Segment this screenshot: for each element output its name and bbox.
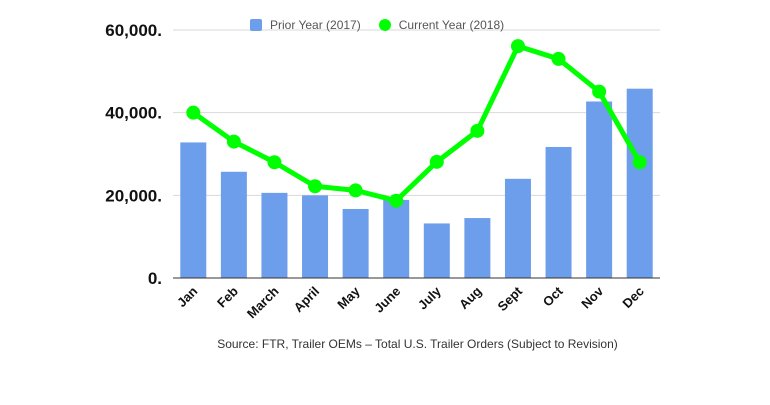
y-tick-label: 60,000. bbox=[105, 21, 162, 40]
line-point bbox=[632, 155, 647, 170]
legend-swatch-bar bbox=[250, 19, 262, 31]
bar bbox=[586, 101, 613, 278]
line-point bbox=[389, 193, 404, 208]
legend-item-current-year: Current Year (2018) bbox=[378, 18, 505, 32]
line-point bbox=[551, 51, 566, 66]
legend-label-current-year: Current Year (2018) bbox=[398, 18, 505, 32]
x-tick-label: Nov bbox=[578, 283, 607, 312]
y-tick-label: 40,000. bbox=[105, 104, 162, 123]
bar-series bbox=[180, 88, 653, 279]
bar bbox=[342, 208, 369, 278]
line-series bbox=[186, 39, 647, 208]
line-point bbox=[308, 179, 323, 194]
x-tick-label: Feb bbox=[214, 283, 241, 310]
line-path bbox=[190, 43, 643, 204]
x-tick-label: Dec bbox=[619, 284, 646, 311]
bar bbox=[261, 192, 288, 278]
y-axis: 0. 20,000. 40,000. 60,000. bbox=[105, 21, 162, 288]
x-tick-label: June bbox=[371, 284, 403, 316]
line-point bbox=[226, 134, 241, 149]
bar bbox=[180, 142, 207, 278]
legend-item-prior-year: Prior Year (2017) bbox=[250, 18, 361, 32]
x-tick-label: Oct bbox=[540, 283, 566, 309]
x-tick-label: April bbox=[291, 284, 323, 316]
line-point bbox=[186, 105, 201, 120]
x-tick-label: Aug bbox=[456, 283, 485, 312]
x-tick-label: Jan bbox=[174, 283, 200, 309]
legend-swatch-dot bbox=[378, 19, 391, 31]
x-tick-label: Sept bbox=[495, 283, 526, 314]
line-point bbox=[510, 39, 525, 54]
bar bbox=[504, 178, 531, 278]
bar bbox=[464, 218, 491, 278]
bar bbox=[545, 146, 572, 278]
line-point bbox=[470, 123, 485, 138]
source-note: Source: FTR, Trailer OEMs – Total U.S. T… bbox=[217, 337, 618, 351]
x-axis: Jan Feb March April May June July Aug Sept Oct Nov… bbox=[174, 283, 647, 321]
legend-label-prior-year: Prior Year (2017) bbox=[270, 18, 361, 32]
x-tick-label: March bbox=[244, 283, 282, 321]
y-tick-label: 0. bbox=[148, 269, 162, 288]
x-tick-label: May bbox=[334, 283, 363, 312]
bar bbox=[626, 88, 653, 279]
x-tick-label: July bbox=[415, 283, 445, 313]
legend: Prior Year (2017) Current Year (2018) bbox=[250, 18, 522, 32]
line-point bbox=[267, 155, 282, 170]
line-point bbox=[348, 183, 363, 198]
line-point bbox=[592, 84, 607, 99]
bar bbox=[423, 223, 450, 278]
bar bbox=[220, 171, 247, 278]
line-point bbox=[429, 154, 444, 169]
bar bbox=[302, 195, 329, 278]
bar bbox=[383, 199, 410, 278]
y-tick-label: 20,000. bbox=[105, 186, 162, 205]
